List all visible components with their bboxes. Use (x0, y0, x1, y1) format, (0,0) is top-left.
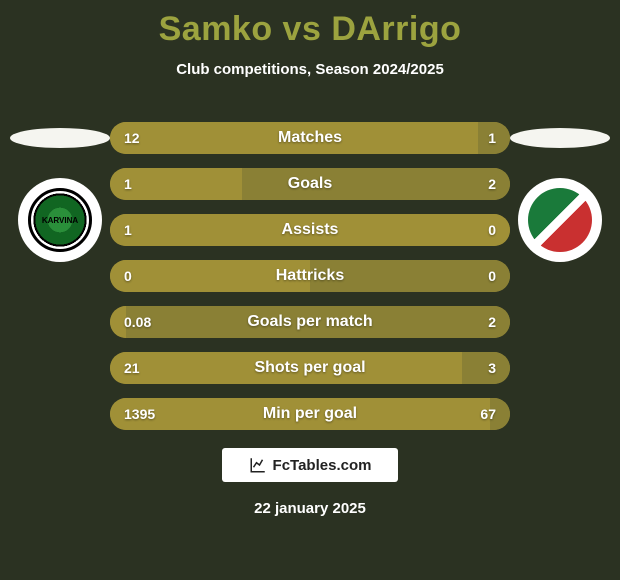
club-badge-right (518, 178, 602, 262)
stat-value-right: 2 (488, 306, 496, 338)
stat-label: Min per goal (110, 398, 510, 430)
stat-label: Assists (110, 214, 510, 246)
flag-right (510, 128, 610, 148)
stat-row: Assists1 0 (110, 214, 510, 246)
stat-value-right: 1 (488, 122, 496, 154)
stat-row: Goals per match0.08 2 (110, 306, 510, 338)
stat-value-right: 0 (488, 260, 496, 292)
flag-left (10, 128, 110, 148)
stat-value-left: 1 (124, 214, 132, 246)
stat-row: Matches12 1 (110, 122, 510, 154)
club-left-label: KARVINA (42, 216, 78, 225)
stat-value-right: 2 (488, 168, 496, 200)
stat-value-left: 1395 (124, 398, 155, 430)
brand-label: FcTables.com (273, 457, 372, 474)
page-title: Samko vs DArrigo (0, 0, 620, 49)
club-badge-right-inner (528, 188, 592, 252)
stat-label: Matches (110, 122, 510, 154)
stat-row: Hattricks0 0 (110, 260, 510, 292)
stat-label: Hattricks (110, 260, 510, 292)
stat-value-right: 67 (480, 398, 496, 430)
stat-label: Goals (110, 168, 510, 200)
stat-value-left: 21 (124, 352, 140, 384)
stat-label: Shots per goal (110, 352, 510, 384)
stat-value-right: 3 (488, 352, 496, 384)
stat-value-left: 12 (124, 122, 140, 154)
stat-label: Goals per match (110, 306, 510, 338)
date-label: 22 january 2025 (0, 500, 620, 517)
chart-icon (249, 456, 267, 474)
club-badge-left-inner: KARVINA (28, 188, 92, 252)
subtitle: Club competitions, Season 2024/2025 (0, 61, 620, 78)
stat-value-left: 0 (124, 260, 132, 292)
stat-value-right: 0 (488, 214, 496, 246)
stat-row: Min per goal1395 67 (110, 398, 510, 430)
stat-row: Shots per goal21 3 (110, 352, 510, 384)
brand-badge[interactable]: FcTables.com (222, 448, 398, 482)
club-badge-left: KARVINA (18, 178, 102, 262)
stat-row: Goals1 2 (110, 168, 510, 200)
stat-value-left: 1 (124, 168, 132, 200)
stat-value-left: 0.08 (124, 306, 151, 338)
stats-container: Matches121Goals12Assists10Hattricks00Goa… (110, 122, 510, 444)
